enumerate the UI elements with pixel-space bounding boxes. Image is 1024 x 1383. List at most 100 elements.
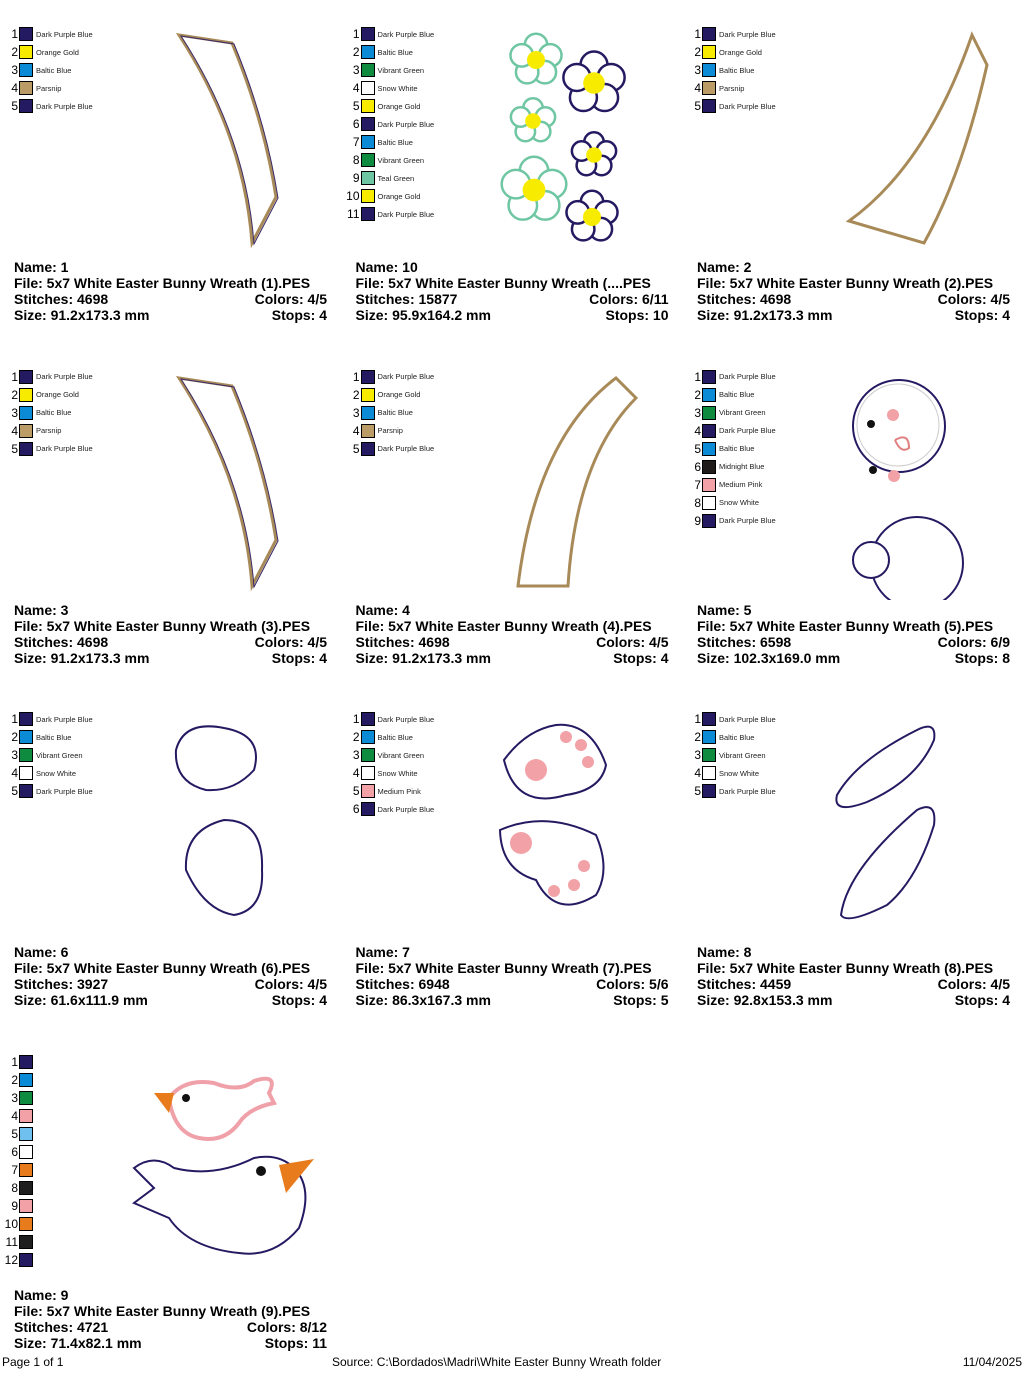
legend-item: 5 Medium Pink bbox=[346, 782, 421, 800]
color-swatch bbox=[360, 153, 375, 167]
color-name: Snow White bbox=[719, 768, 760, 778]
color-swatch bbox=[702, 99, 716, 113]
color-count: Colors: 6/11 bbox=[589, 291, 669, 307]
legend-item: 4 Parsnip bbox=[687, 79, 744, 97]
color-name: Medium Pink bbox=[719, 480, 763, 490]
legend-item: 1 Dark Purple Blue bbox=[687, 25, 776, 43]
legend-item: 5 Dark Purple Blue bbox=[687, 782, 776, 800]
legend-item: 5 Dark Purple Blue bbox=[4, 97, 93, 115]
embroidery-preview bbox=[175, 375, 279, 592]
embroidery-preview bbox=[852, 378, 964, 600]
color-swatch bbox=[19, 99, 33, 113]
color-swatch bbox=[360, 45, 375, 59]
color-name: Orange Gold bbox=[377, 390, 421, 400]
embroidery-preview bbox=[174, 725, 264, 917]
color-swatch bbox=[19, 441, 33, 456]
print-date: 11/04/2025 bbox=[962, 1355, 1022, 1369]
color-swatch bbox=[702, 63, 716, 77]
color-name: Baltic Blue bbox=[719, 444, 755, 454]
color-swatch bbox=[702, 766, 716, 781]
color-swatch bbox=[19, 1145, 33, 1160]
stitch-count: Stitches: 6948 bbox=[355, 976, 450, 993]
design-info: Name: 1 File: 5x7 White Easter Bunny Wre… bbox=[14, 259, 327, 323]
legend-number: 9 bbox=[11, 1199, 18, 1214]
embroidery-preview bbox=[845, 31, 989, 245]
legend-item: 1 Dark Purple Blue bbox=[346, 710, 434, 728]
color-name: Dark Purple Blue bbox=[719, 516, 776, 526]
legend-number: 11 bbox=[347, 207, 360, 221]
design-info: Name: 9 File: 5x7 White Easter Bunny Wre… bbox=[14, 1287, 327, 1351]
legend-item: 4 bbox=[4, 1107, 36, 1125]
color-name: Parsnip bbox=[36, 426, 62, 436]
design-name: Name: 6 bbox=[14, 944, 69, 961]
design-card: 1 2 3 4 5 6 7 8 9 10 11 12 Name: 9 File: 5x7 White … bbox=[5, 1053, 344, 1383]
stop-count: Stops: 4 bbox=[954, 992, 1010, 1009]
color-name: Dark Purple Blue bbox=[719, 426, 776, 436]
legend-item: 5 Dark Purple Blue bbox=[687, 97, 776, 115]
color-swatch bbox=[360, 423, 375, 438]
design-card: 1 Dark Purple Blue 2 Baltic Blue 3 Vibrant Gr… bbox=[694, 368, 1024, 698]
legend-number: 5 bbox=[352, 99, 360, 113]
color-swatch bbox=[360, 712, 375, 727]
legend-number: 1 bbox=[11, 712, 18, 727]
design-card: 1 Dark Purple Blue 2 Orange Gold 3 Baltic Blu… bbox=[11, 368, 344, 698]
color-name: Vibrant Green bbox=[719, 408, 766, 418]
legend-item: 11 Dark Purple Blue bbox=[346, 205, 434, 223]
color-swatch bbox=[360, 27, 375, 41]
legend-number: 5 bbox=[694, 784, 701, 799]
legend-item: 7 Baltic Blue bbox=[346, 133, 413, 151]
color-name: Orange Gold bbox=[377, 101, 421, 111]
legend-item: 7 bbox=[4, 1161, 36, 1179]
color-name: Dark Purple Blue bbox=[719, 29, 776, 39]
design-info: Name: 5 File: 5x7 White Easter Bunny Wre… bbox=[697, 602, 1010, 666]
legend-number: 2 bbox=[11, 1073, 18, 1088]
legend-number: 4 bbox=[694, 766, 701, 781]
legend-item: 2 Orange Gold bbox=[4, 386, 79, 404]
color-name: Snow White bbox=[719, 498, 760, 508]
design-name: Name: 7 bbox=[355, 944, 410, 961]
legend-item: 4 Snow White bbox=[346, 764, 418, 782]
legend-number: 8 bbox=[352, 153, 360, 167]
legend-item: 1 Dark Purple Blue bbox=[687, 710, 776, 728]
design-file: File: 5x7 White Easter Bunny Wreath (3).… bbox=[14, 617, 311, 634]
legend-item: 2 Baltic Blue bbox=[687, 728, 754, 746]
legend-number: 6 bbox=[11, 1145, 18, 1160]
legend-item: 3 Baltic Blue bbox=[346, 404, 413, 422]
legend-item: 1 Dark Purple Blue bbox=[4, 368, 93, 386]
design-card: 1 Dark Purple Blue 2 Orange Gold 3 Baltic Blu… bbox=[694, 25, 1024, 355]
color-name: Dark Purple Blue bbox=[377, 804, 435, 814]
color-name: Dark Purple Blue bbox=[36, 29, 93, 39]
legend-number: 8 bbox=[694, 495, 701, 510]
legend-number: 7 bbox=[694, 477, 701, 492]
color-swatch bbox=[702, 784, 716, 799]
legend-item: 5 Orange Gold bbox=[346, 97, 421, 115]
color-name: Dark Purple Blue bbox=[36, 714, 93, 724]
legend-item: 5 Dark Purple Blue bbox=[4, 782, 93, 800]
design-size: Size: 86.3x167.3 mm bbox=[355, 992, 491, 1009]
color-name: Baltic Blue bbox=[377, 137, 413, 147]
color-swatch bbox=[19, 423, 33, 438]
source-path: Source: C:\Bordados\Madri\White Easter B… bbox=[332, 1355, 662, 1369]
legend-number: 5 bbox=[11, 1127, 18, 1142]
legend-number: 7 bbox=[352, 135, 360, 149]
legend-number: 4 bbox=[11, 423, 18, 438]
color-swatch bbox=[702, 405, 716, 420]
design-file: File: 5x7 White Easter Bunny Wreath (...… bbox=[355, 275, 651, 291]
legend-item: 12 bbox=[4, 1251, 36, 1269]
color-name: Dark Purple Blue bbox=[377, 444, 435, 454]
design-info: Name: 6 File: 5x7 White Easter Bunny Wre… bbox=[14, 944, 327, 1008]
embroidery-preview bbox=[132, 1076, 314, 1255]
design-info: Name: 10 File: 5x7 White Easter Bunny Wr… bbox=[356, 259, 669, 323]
color-swatch bbox=[702, 712, 716, 727]
color-swatch bbox=[19, 1181, 33, 1196]
legend-number: 10 bbox=[346, 189, 360, 203]
design-name: Name: 1 bbox=[14, 259, 69, 275]
color-name: Orange Gold bbox=[36, 47, 79, 57]
color-swatch bbox=[19, 1127, 33, 1142]
stitch-count: Stitches: 4698 bbox=[14, 633, 109, 650]
color-name: Snow White bbox=[377, 83, 418, 93]
legend-number: 5 bbox=[11, 99, 18, 113]
color-name: Baltic Blue bbox=[719, 732, 755, 742]
color-count: Colors: 4/5 bbox=[937, 976, 1010, 993]
color-swatch bbox=[360, 766, 375, 781]
